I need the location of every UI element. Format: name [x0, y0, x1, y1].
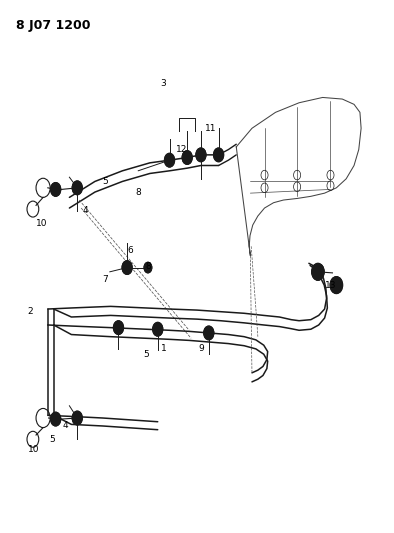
Text: 12: 12 — [176, 145, 187, 154]
Circle shape — [72, 411, 82, 425]
Text: 8: 8 — [135, 188, 141, 197]
Text: 13: 13 — [325, 280, 336, 289]
Text: 5: 5 — [49, 435, 55, 444]
Text: 2: 2 — [27, 307, 33, 316]
Circle shape — [54, 416, 58, 422]
Text: 1: 1 — [161, 344, 167, 353]
Text: 4: 4 — [82, 206, 88, 215]
Circle shape — [72, 181, 82, 195]
Text: 9: 9 — [198, 344, 204, 353]
Text: 5: 5 — [102, 177, 108, 186]
Circle shape — [125, 265, 129, 270]
Circle shape — [113, 321, 124, 335]
Circle shape — [75, 415, 79, 421]
Text: 10: 10 — [36, 220, 48, 229]
Circle shape — [204, 326, 214, 340]
Circle shape — [217, 152, 221, 158]
Text: 3: 3 — [161, 78, 167, 87]
Circle shape — [122, 261, 132, 274]
Circle shape — [214, 148, 224, 162]
Circle shape — [185, 155, 189, 160]
Circle shape — [146, 265, 149, 270]
Text: 5: 5 — [143, 350, 149, 359]
Text: 10: 10 — [28, 446, 40, 455]
Circle shape — [75, 185, 79, 191]
Circle shape — [144, 262, 152, 273]
Text: 4: 4 — [63, 422, 68, 431]
Circle shape — [152, 322, 163, 336]
Text: 11: 11 — [205, 124, 216, 133]
Circle shape — [54, 187, 58, 192]
Circle shape — [312, 263, 324, 280]
Circle shape — [182, 151, 192, 165]
Circle shape — [334, 282, 339, 288]
Circle shape — [316, 269, 320, 275]
Circle shape — [50, 182, 61, 196]
Circle shape — [50, 412, 61, 426]
Circle shape — [167, 157, 171, 163]
Circle shape — [207, 330, 211, 336]
Text: 8 J07 1200: 8 J07 1200 — [17, 19, 91, 33]
Circle shape — [196, 148, 206, 162]
Text: 8: 8 — [145, 262, 151, 271]
Text: 6: 6 — [127, 246, 133, 255]
Circle shape — [156, 327, 160, 332]
Circle shape — [199, 152, 203, 158]
Circle shape — [164, 154, 175, 167]
Circle shape — [117, 325, 121, 330]
Circle shape — [330, 277, 343, 294]
Text: 7: 7 — [102, 275, 108, 284]
